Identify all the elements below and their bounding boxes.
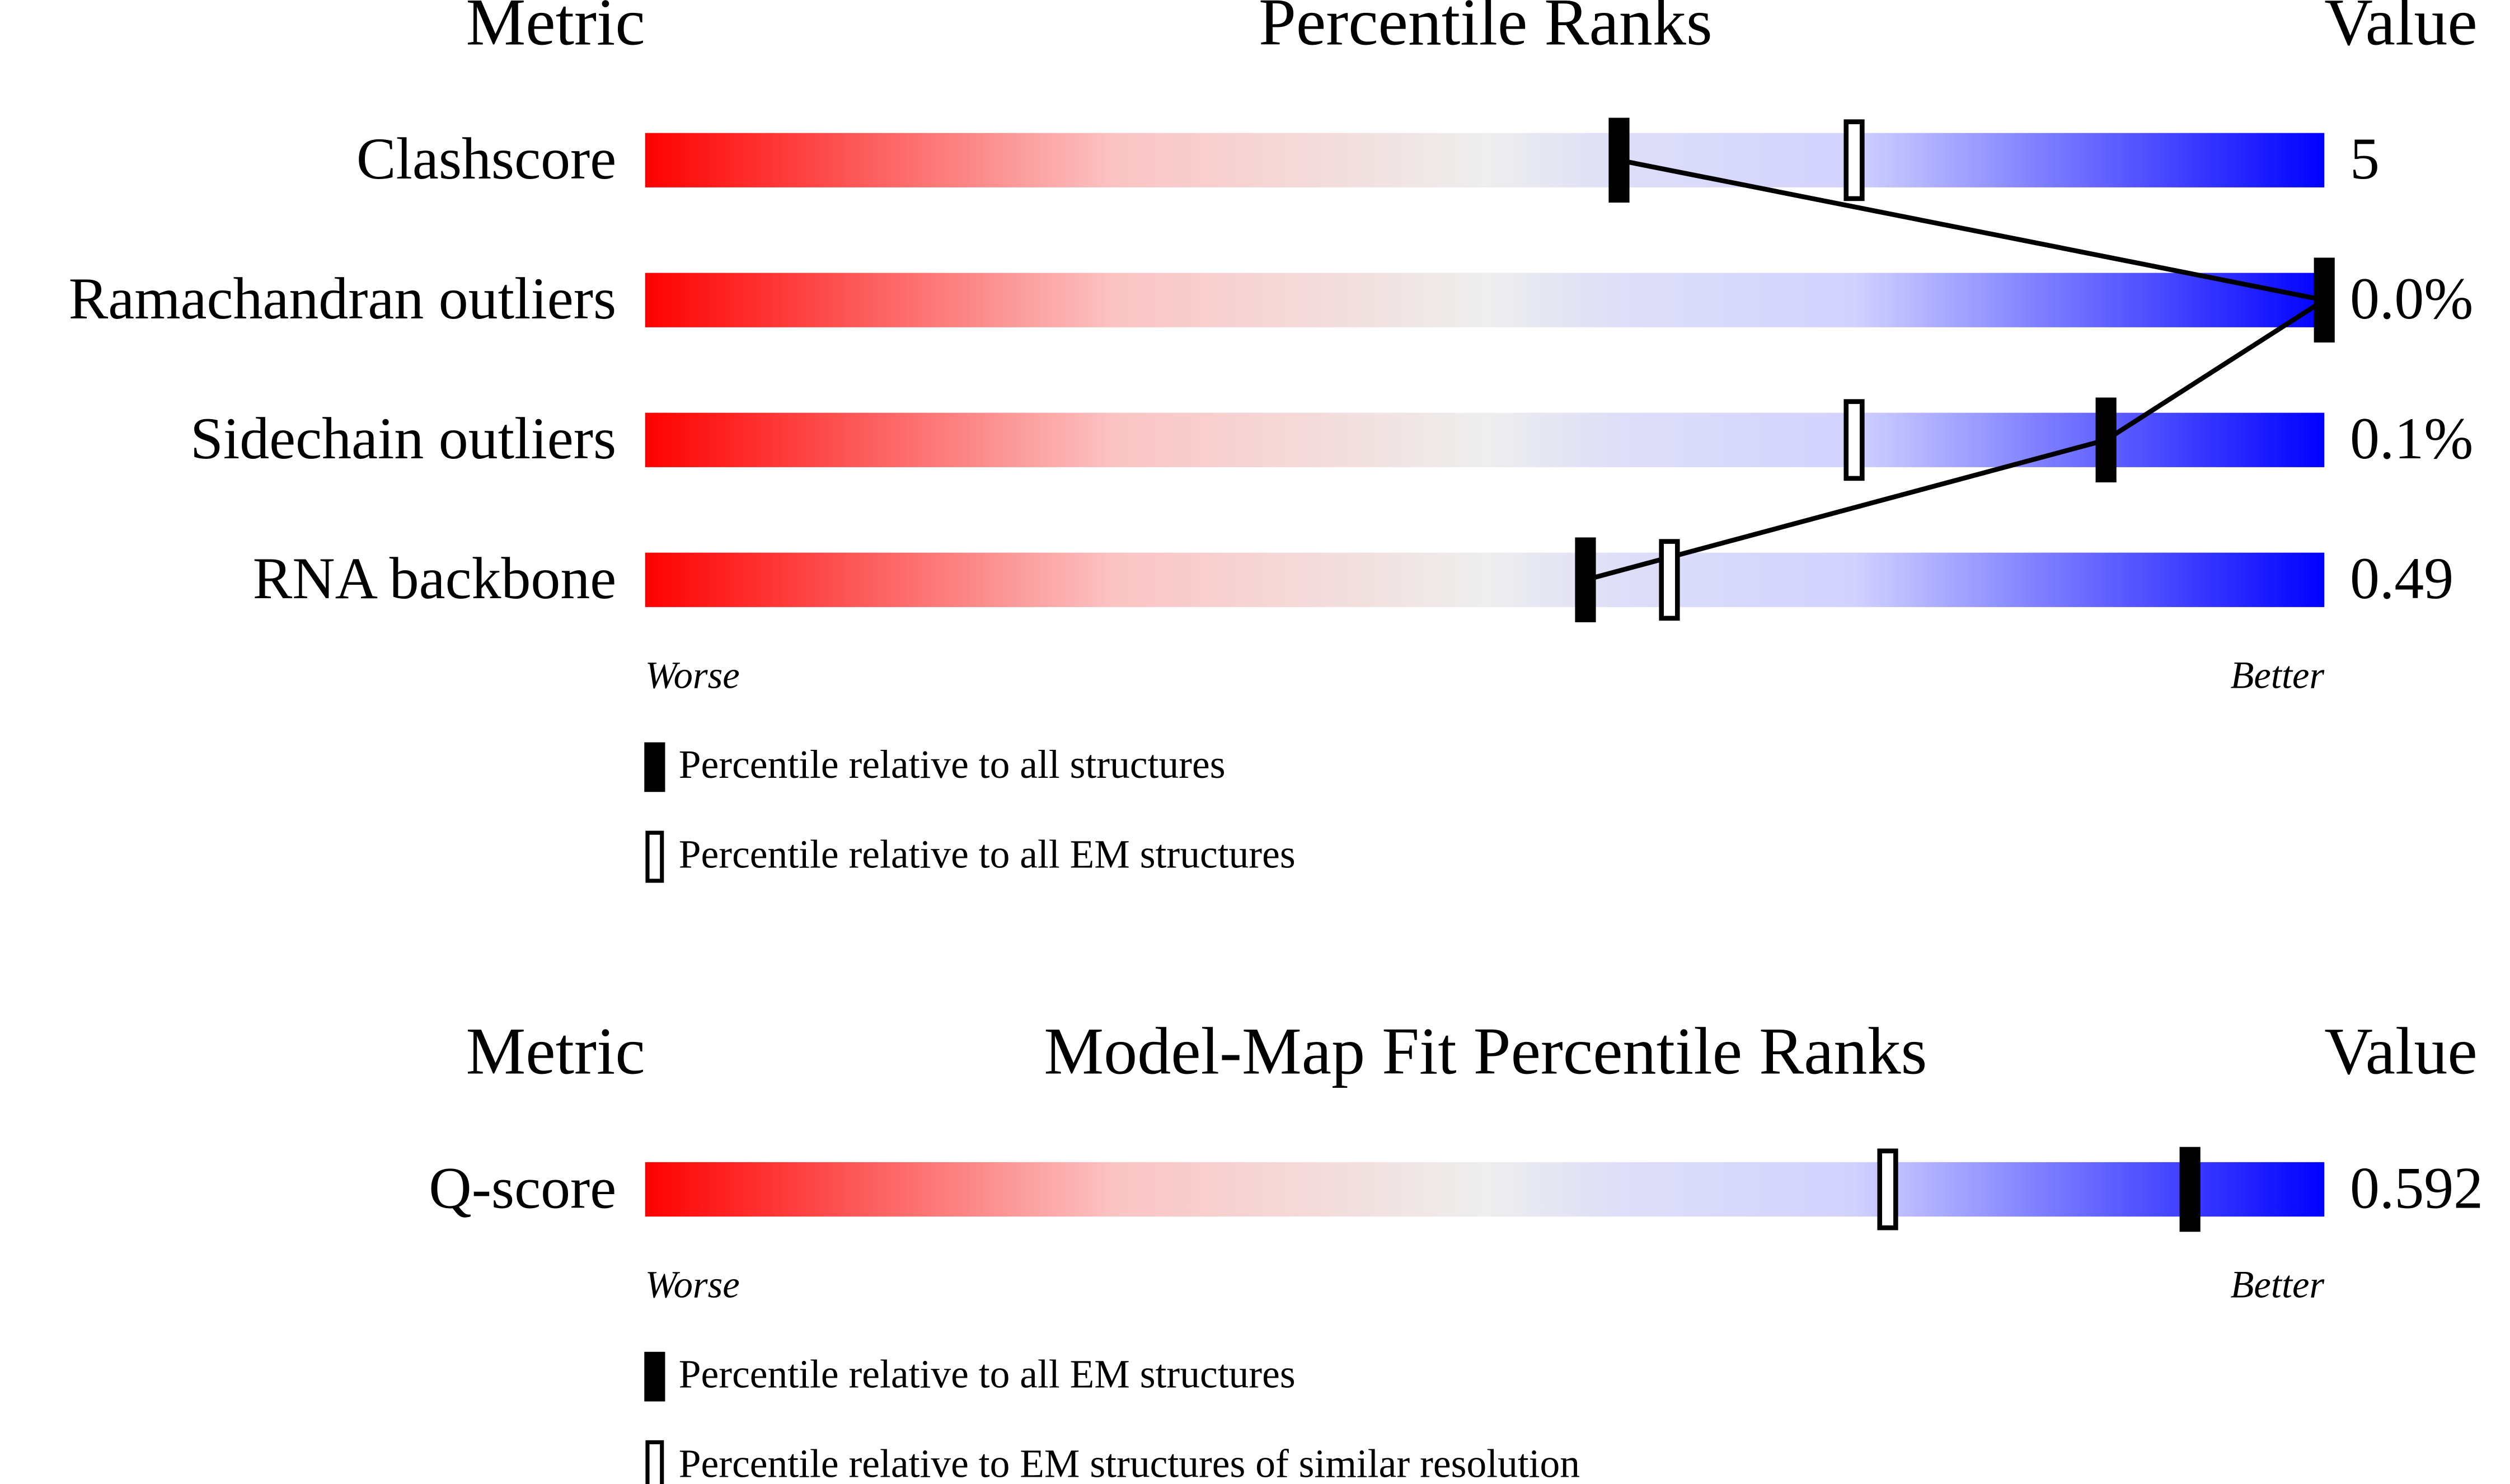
legend-label: Percentile relative to all EM structures xyxy=(679,832,1296,876)
marker-filled xyxy=(1575,537,1596,623)
metric-value: 0.0% xyxy=(2350,266,2473,331)
connector-line xyxy=(1584,158,2331,583)
legend-label: Percentile relative to EM structures of … xyxy=(679,1442,1580,1484)
marker-filled xyxy=(2314,257,2335,343)
marker-open xyxy=(1843,119,1865,201)
metric-label: Sidechain outliers xyxy=(190,406,616,471)
metric-value: 0.592 xyxy=(2350,1155,2483,1220)
percentile-bar xyxy=(645,1162,2325,1217)
legend-marker xyxy=(645,830,664,883)
header-value: Value xyxy=(2324,0,2478,59)
header-value: Value xyxy=(2324,1013,2478,1088)
header-metric: Metric xyxy=(466,0,645,59)
worse-label: Worse xyxy=(645,654,740,696)
marker-filled xyxy=(1608,118,1630,203)
better-label: Better xyxy=(2231,654,2325,696)
better-label: Better xyxy=(2231,1264,2325,1306)
legend-marker xyxy=(645,1440,664,1484)
percentile-bar xyxy=(645,552,2325,607)
metric-value: 0.49 xyxy=(2350,546,2453,611)
marker-open xyxy=(1877,1148,1898,1231)
legend-marker xyxy=(644,742,665,792)
header-title: Model-Map Fit Percentile Ranks xyxy=(1044,1013,1927,1088)
metric-label: Ramachandran outliers xyxy=(69,266,617,331)
marker-open xyxy=(1659,539,1680,621)
percentile-bar xyxy=(645,133,2325,187)
header-title: Percentile Ranks xyxy=(1259,0,1713,59)
worse-label: Worse xyxy=(645,1264,740,1306)
marker-filled xyxy=(2179,1147,2201,1232)
marker-filled xyxy=(2095,397,2117,483)
legend-label: Percentile relative to all EM structures xyxy=(679,1352,1296,1396)
percentile-bar xyxy=(645,412,2325,467)
header-metric: Metric xyxy=(466,1013,645,1088)
metric-label: Q-score xyxy=(429,1155,616,1220)
metric-label: RNA backbone xyxy=(253,546,617,611)
metric-label: Clashscore xyxy=(356,126,616,191)
legend-label: Percentile relative to all structures xyxy=(679,743,1226,787)
metric-value: 5 xyxy=(2350,126,2380,191)
percentile-bar xyxy=(645,273,2325,327)
marker-open xyxy=(1843,399,1865,481)
metric-value: 0.1% xyxy=(2350,406,2473,471)
legend-marker xyxy=(644,1351,665,1402)
